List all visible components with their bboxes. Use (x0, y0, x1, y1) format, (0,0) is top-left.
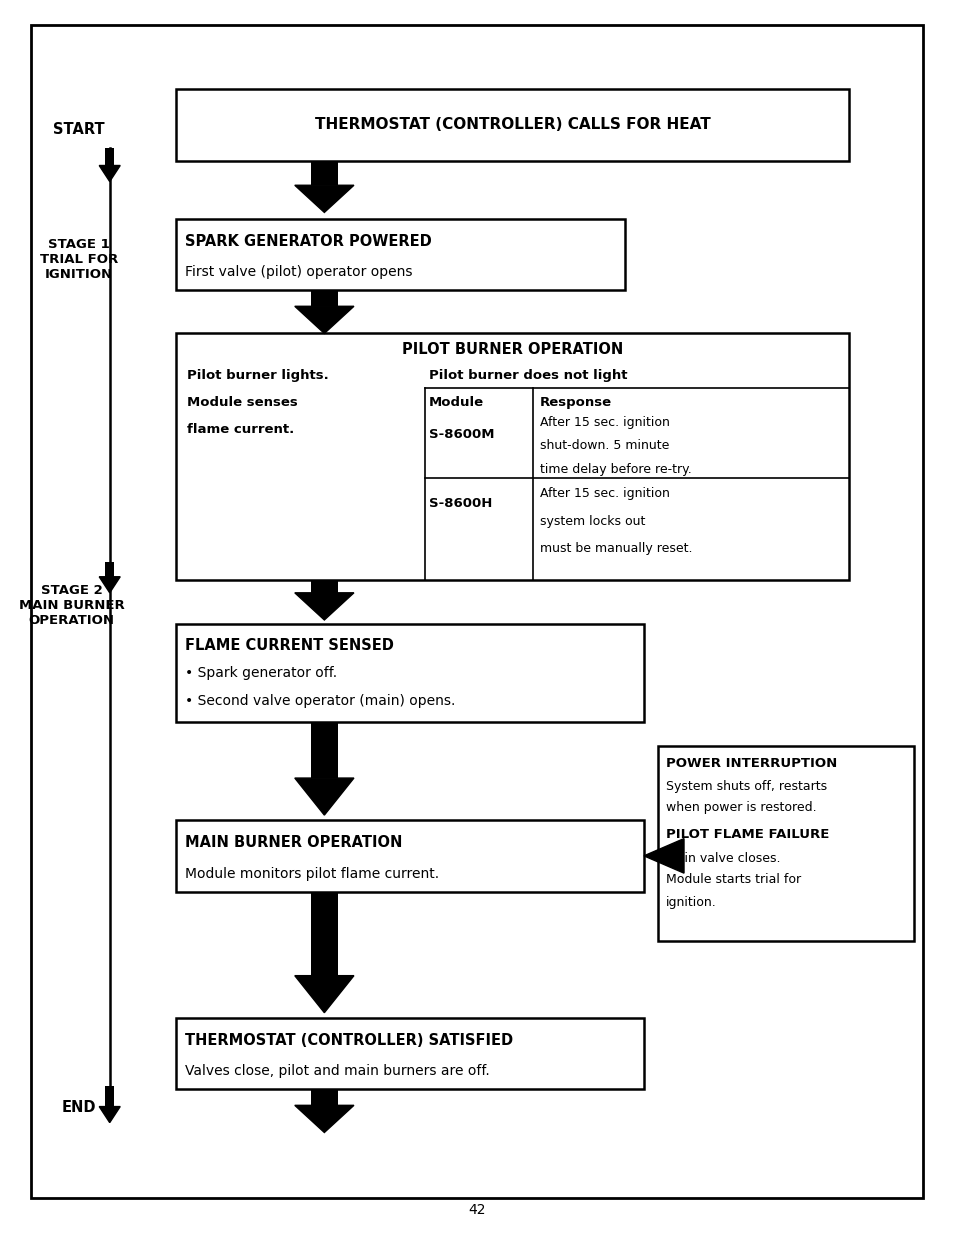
Text: system locks out: system locks out (539, 515, 644, 527)
Text: END: END (62, 1100, 96, 1115)
Text: must be manually reset.: must be manually reset. (539, 542, 692, 555)
Text: Module starts trial for: Module starts trial for (665, 873, 801, 885)
Text: START: START (53, 122, 105, 137)
Bar (176, 89, 848, 161)
Text: STAGE 1
TRIAL FOR
IGNITION: STAGE 1 TRIAL FOR IGNITION (40, 238, 118, 280)
Text: After 15 sec. ignition: After 15 sec. ignition (539, 488, 669, 500)
Bar (176, 820, 643, 892)
Text: System shuts off, restarts: System shuts off, restarts (665, 781, 826, 793)
Bar (311, 161, 337, 185)
Bar (658, 746, 913, 941)
Text: Response: Response (539, 396, 611, 409)
Polygon shape (643, 839, 683, 873)
Text: when power is restored.: when power is restored. (665, 802, 816, 814)
Text: flame current.: flame current. (187, 424, 294, 436)
Bar (176, 624, 643, 722)
Text: Module: Module (428, 396, 483, 409)
Text: THERMOSTAT (CONTROLLER) SATISFIED: THERMOSTAT (CONTROLLER) SATISFIED (185, 1032, 513, 1049)
Bar (176, 1018, 643, 1089)
Bar (311, 1089, 337, 1105)
Text: THERMOSTAT (CONTROLLER) CALLS FOR HEAT: THERMOSTAT (CONTROLLER) CALLS FOR HEAT (314, 117, 710, 132)
Bar (105, 148, 114, 165)
Text: • Second valve operator (main) opens.: • Second valve operator (main) opens. (185, 694, 455, 708)
Text: Module monitors pilot flame current.: Module monitors pilot flame current. (185, 867, 438, 881)
Text: time delay before re-try.: time delay before re-try. (539, 463, 691, 475)
Text: POWER INTERRUPTION: POWER INTERRUPTION (665, 757, 837, 769)
Text: After 15 sec. ignition: After 15 sec. ignition (539, 416, 669, 429)
Text: First valve (pilot) operator opens: First valve (pilot) operator opens (184, 264, 412, 279)
Text: S-8600M: S-8600M (428, 429, 494, 441)
Bar (311, 580, 337, 593)
Bar (105, 562, 114, 577)
Text: FLAME CURRENT SENSED: FLAME CURRENT SENSED (185, 638, 394, 653)
Text: STAGE 2
MAIN BURNER
OPERATION: STAGE 2 MAIN BURNER OPERATION (19, 584, 124, 626)
Text: PILOT FLAME FAILURE: PILOT FLAME FAILURE (665, 829, 828, 841)
Polygon shape (294, 1105, 354, 1132)
Text: PILOT BURNER OPERATION: PILOT BURNER OPERATION (402, 342, 622, 357)
Polygon shape (294, 778, 354, 815)
Text: Pilot burner lights.: Pilot burner lights. (187, 369, 328, 382)
Polygon shape (294, 185, 354, 212)
Polygon shape (294, 976, 354, 1013)
Text: shut-down. 5 minute: shut-down. 5 minute (539, 440, 668, 452)
Text: Module senses: Module senses (187, 396, 297, 409)
Bar (311, 290, 337, 306)
Polygon shape (294, 306, 354, 333)
Text: Pilot burner does not light: Pilot burner does not light (428, 369, 626, 382)
Bar (311, 722, 337, 778)
Polygon shape (294, 593, 354, 620)
Text: MAIN BURNER OPERATION: MAIN BURNER OPERATION (185, 835, 402, 851)
Text: Main valve closes.: Main valve closes. (665, 852, 780, 864)
Bar (176, 333, 848, 580)
Text: SPARK GENERATOR POWERED: SPARK GENERATOR POWERED (184, 233, 431, 249)
Bar (311, 892, 337, 976)
Text: 42: 42 (468, 1203, 485, 1218)
Polygon shape (99, 577, 120, 593)
Text: • Spark generator off.: • Spark generator off. (185, 666, 336, 680)
Bar (176, 219, 624, 290)
Text: Valves close, pilot and main burners are off.: Valves close, pilot and main burners are… (185, 1065, 489, 1078)
Polygon shape (99, 165, 120, 182)
Text: ignition.: ignition. (665, 895, 716, 909)
Text: S-8600H: S-8600H (428, 498, 492, 510)
Bar (105, 1086, 114, 1107)
Polygon shape (99, 1107, 120, 1123)
